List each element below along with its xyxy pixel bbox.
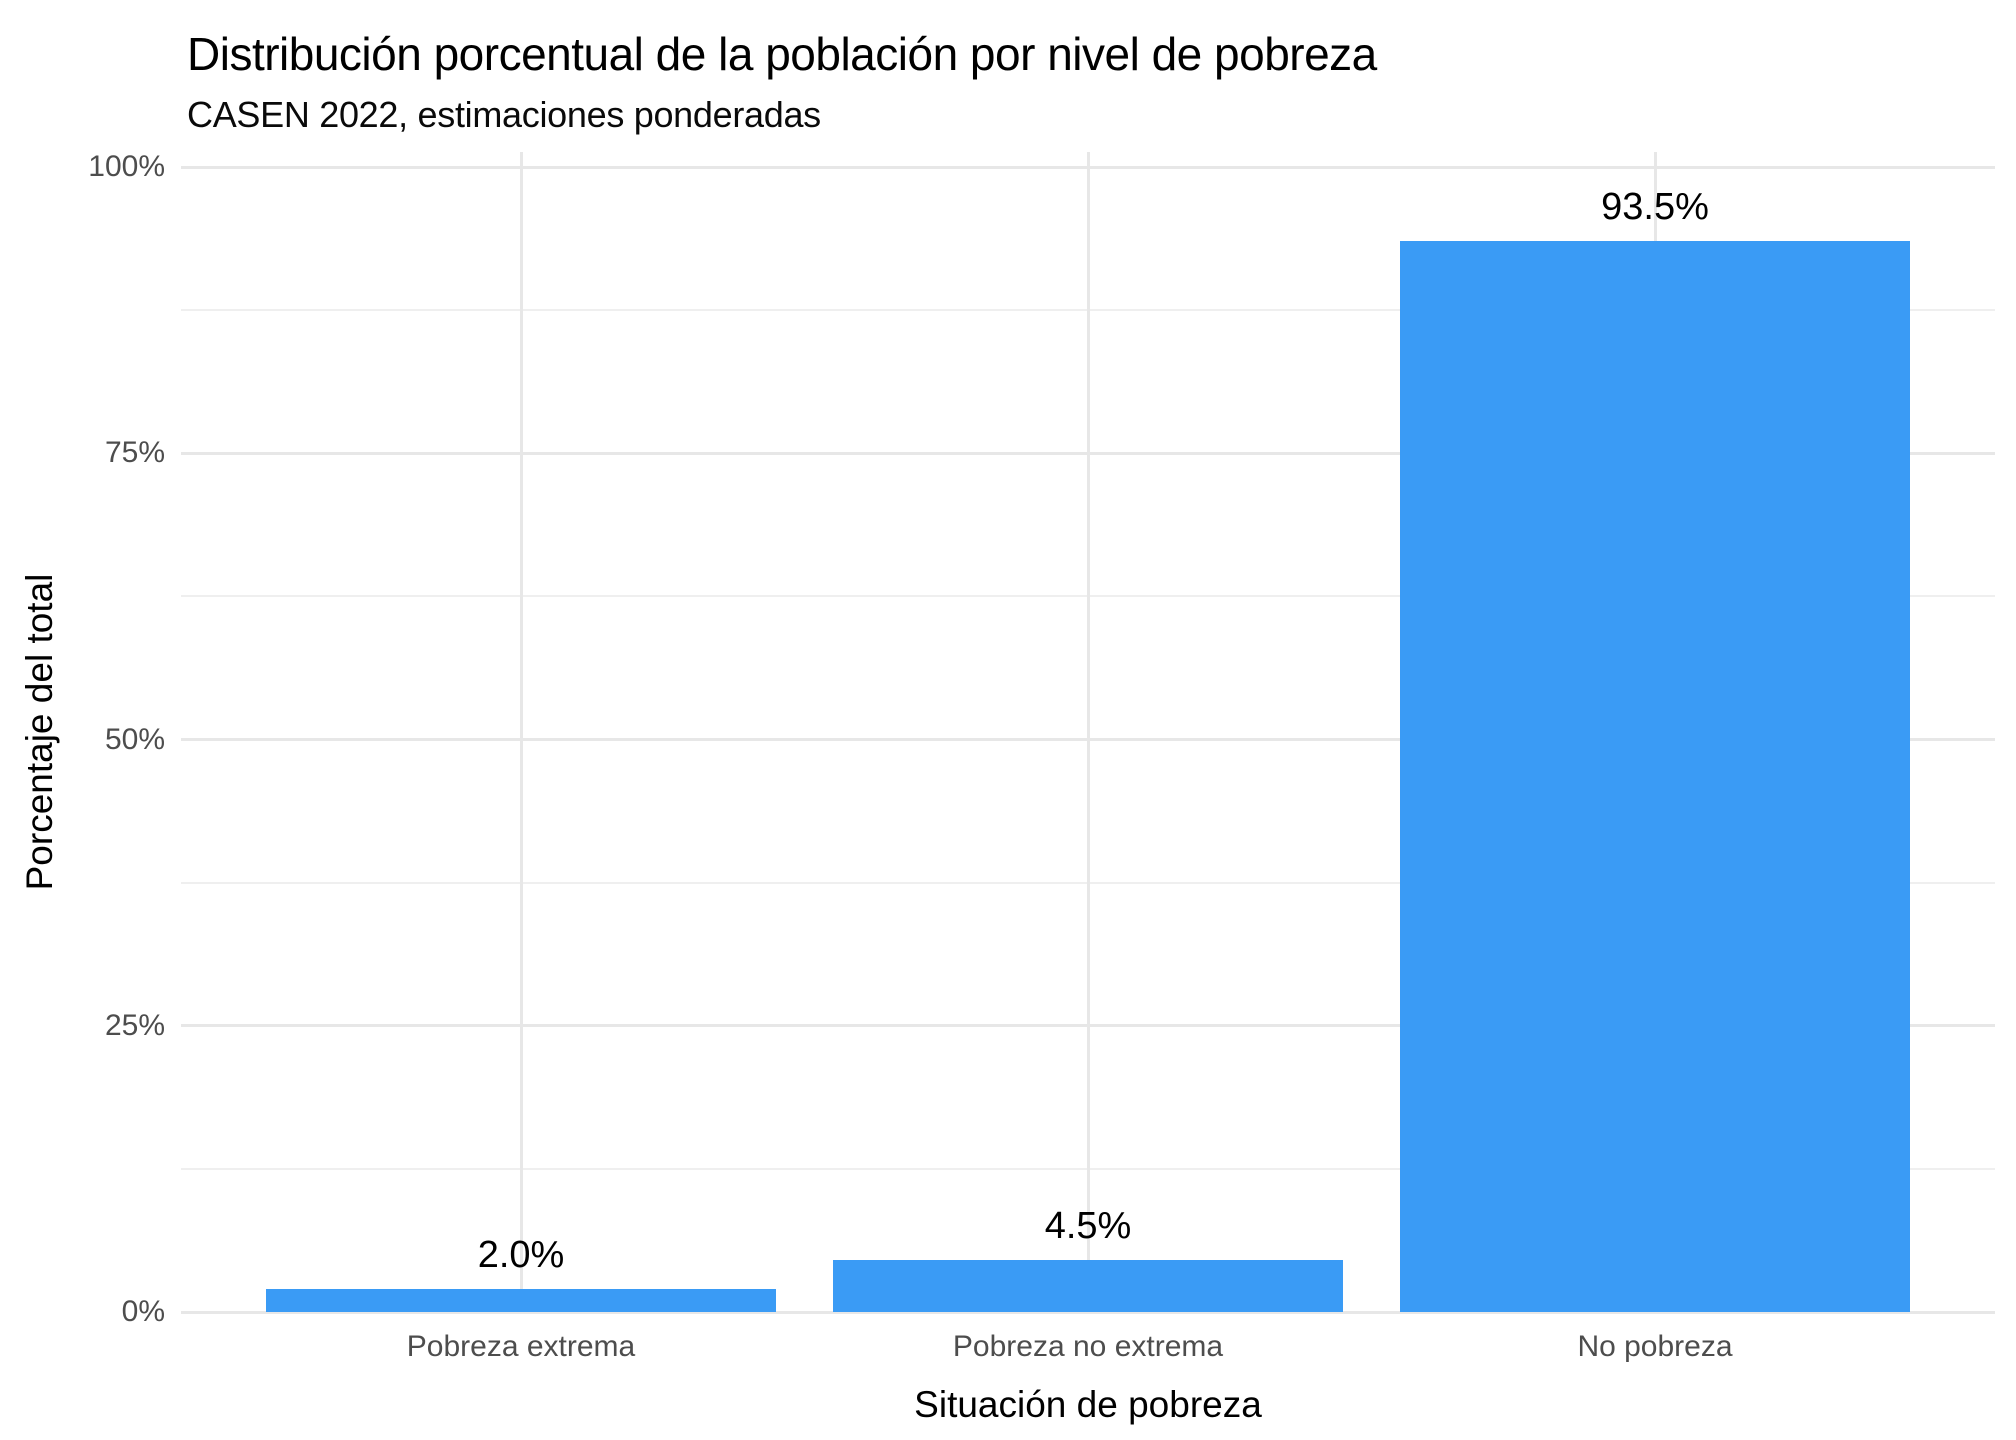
bar-value-label: 4.5% bbox=[1044, 1205, 1132, 1248]
y-tick-label: 75% bbox=[104, 436, 165, 470]
y-tick-label: 25% bbox=[104, 1008, 165, 1042]
bar bbox=[833, 1260, 1343, 1312]
x-tick-label: Pobreza extrema bbox=[406, 1330, 636, 1363]
chart-subtitle: CASEN 2022, estimaciones ponderadas bbox=[187, 94, 821, 135]
y-tick-label: 100% bbox=[88, 150, 165, 183]
y-tick-label: 50% bbox=[104, 722, 165, 756]
gridline-major bbox=[181, 1310, 1995, 1314]
gridline-vertical bbox=[1086, 152, 1090, 1312]
bar bbox=[266, 1289, 776, 1312]
y-tick-label: 0% bbox=[121, 1295, 165, 1328]
gridline-vertical bbox=[519, 152, 523, 1312]
chart-title: Distribución porcentual de la población … bbox=[187, 28, 1377, 80]
x-axis-title: Situación de pobreza bbox=[914, 1384, 1262, 1425]
bar bbox=[1400, 241, 1910, 1312]
bar-value-label: 2.0% bbox=[477, 1234, 565, 1277]
bar-value-label: 93.5% bbox=[1601, 186, 1709, 229]
x-tick-label: Pobreza no extrema bbox=[952, 1330, 1224, 1363]
x-tick-label: No pobreza bbox=[1577, 1330, 1733, 1363]
